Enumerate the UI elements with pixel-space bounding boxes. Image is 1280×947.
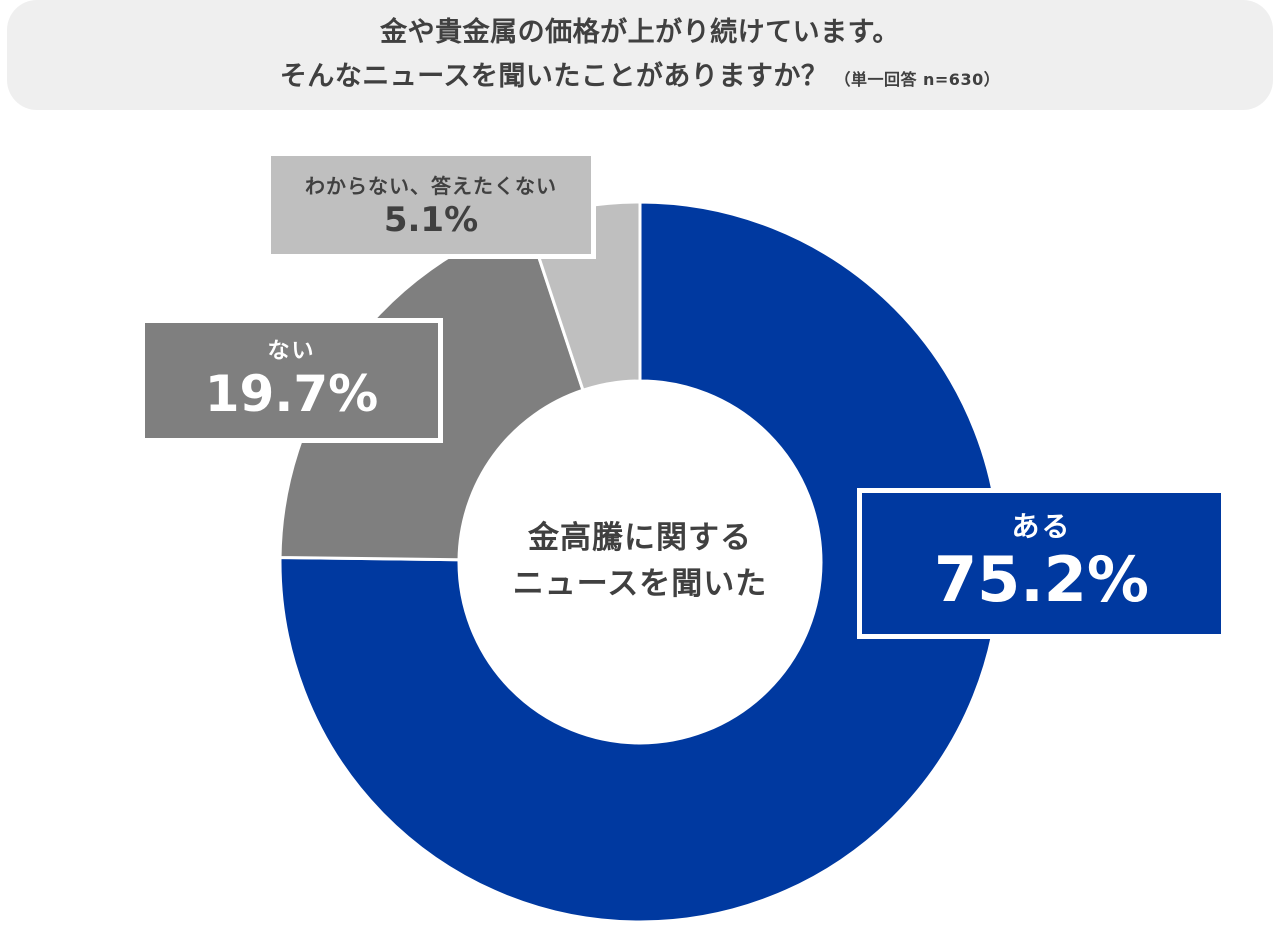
label-no-category: ない [267, 339, 316, 364]
title-banner: 金や貴金属の価格が上がり続けています。 そんなニュースを聞いたことがありますか？… [7, 0, 1273, 110]
title-question: そんなニュースを聞いたことがありますか？ [279, 61, 829, 92]
label-unknown-value: 5.1% [383, 200, 479, 240]
slice-yes [278, 200, 1002, 924]
label-yes-value: 75.2% [933, 543, 1150, 616]
center-label-line-2: ニュースを聞いた [512, 566, 768, 602]
sample-note: （単一回答 n=630） [834, 70, 1001, 89]
label-yes-category: ある [1011, 510, 1072, 543]
donut-center-label: 金高騰に関する ニュースを聞いた [459, 515, 821, 607]
label-unknown: わからない、答えたくない 5.1% [266, 151, 596, 259]
label-unknown-category: わからない、答えたくない [305, 174, 557, 198]
label-no: ない 19.7% [140, 318, 443, 443]
label-yes: ある 75.2% [857, 488, 1226, 639]
title-line-2: そんなニュースを聞いたことがありますか？ （単一回答 n=630） [7, 60, 1273, 97]
label-no-value: 19.7% [204, 365, 379, 423]
center-label-line-1: 金高騰に関する [528, 520, 752, 556]
title-line-1: 金や貴金属の価格が上がり続けています。 [380, 17, 900, 48]
